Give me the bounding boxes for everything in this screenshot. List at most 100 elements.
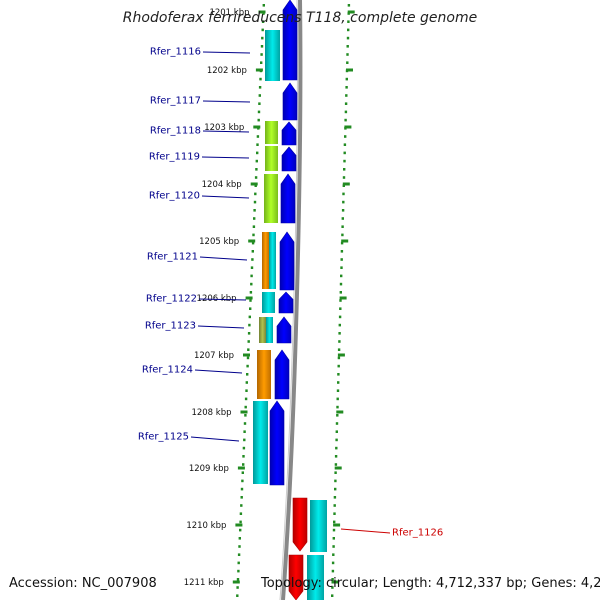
tick-dot (346, 53, 349, 56)
tick-dot (262, 4, 265, 7)
tick-dot (339, 291, 342, 294)
tick-dot (257, 118, 260, 122)
tick-dot (251, 250, 254, 253)
feature-bar (265, 121, 278, 144)
gene-leader-line (197, 325, 245, 329)
tick-dot (246, 364, 249, 368)
tick-dot (249, 307, 252, 310)
forward-cds-arrow (276, 316, 292, 344)
tick-dot (250, 274, 253, 278)
tick-dot (341, 233, 344, 237)
gene-label: Rfer_1120 (149, 191, 200, 202)
tick-mark (331, 580, 339, 584)
tick-dot (237, 553, 241, 556)
tick-dot (254, 192, 257, 196)
gene-label: Rfer_1122 (146, 294, 197, 305)
feature-bar (310, 500, 327, 552)
tick-dot (334, 455, 338, 458)
feature-bar (307, 555, 324, 600)
gene-leader-line (202, 130, 250, 133)
tick-dot (341, 209, 345, 212)
tick-dot (344, 102, 348, 105)
gene-leader-line (202, 51, 251, 54)
tick-dot (245, 389, 248, 392)
tick-dot (332, 553, 335, 556)
tick-dot (337, 356, 341, 360)
tick-mark (334, 466, 342, 470)
tick-dot (244, 414, 247, 417)
tick-dot (337, 373, 340, 376)
forward-cds-arrow (269, 400, 285, 486)
tick-dot (347, 4, 351, 7)
accession-label: Accession: NC_007908 (9, 576, 157, 591)
tick-dot (334, 479, 337, 483)
genome-backbone (281, 0, 303, 600)
tick-dot (339, 307, 342, 310)
gene-leader-line (198, 298, 247, 301)
gene-leader-line (190, 436, 240, 442)
tick-mark (253, 125, 261, 129)
tick-dot (240, 504, 243, 507)
tick-dot (337, 364, 340, 368)
forward-cds-arrow (282, 82, 298, 121)
gene-leader-line (201, 156, 250, 159)
tick-dot (346, 61, 349, 64)
tick-dot (239, 528, 242, 532)
tick-dot (333, 504, 336, 507)
tick-dot (251, 241, 255, 245)
tick-dot (334, 487, 337, 491)
tick-dot (347, 20, 350, 23)
feature-bar (266, 317, 273, 343)
tick-dot (236, 578, 240, 581)
tick-dot (248, 315, 251, 319)
tick-dot (336, 389, 340, 392)
gene-label: Rfer_1125 (138, 432, 189, 443)
tick-dot (335, 438, 338, 442)
gene-label: Rfer_1118 (150, 126, 201, 137)
tick-dot (260, 45, 264, 48)
tick-mark (255, 68, 263, 72)
tick-dot (342, 200, 345, 204)
feature-bar (269, 232, 276, 289)
tick-dot (237, 569, 240, 573)
tick-dot (238, 537, 241, 540)
gene-label: Rfer_1123 (145, 321, 196, 332)
tick-dot (246, 373, 249, 376)
gene-leader-line (199, 256, 248, 261)
tick-label: 1201 kbp (209, 8, 249, 18)
tick-dot (342, 192, 345, 196)
tick-mark (235, 523, 243, 527)
tick-dot (260, 53, 263, 56)
tick-dot (338, 340, 341, 343)
tick-dot (345, 77, 348, 81)
tick-dot (331, 594, 334, 597)
tick-label: 1202 kbp (207, 66, 247, 76)
tick-dot (345, 94, 348, 97)
tick-dot (336, 414, 339, 417)
gene-leader-line (202, 100, 251, 103)
tick-dot (240, 496, 243, 499)
tick-dot (244, 397, 248, 401)
tick-dot (248, 323, 251, 327)
tick-dot (254, 176, 258, 179)
tick-dot (335, 446, 338, 450)
tick-dot (257, 110, 261, 114)
tick-dot (346, 36, 350, 40)
tick-dot (239, 520, 242, 524)
tick-dot (242, 455, 245, 458)
tick-dot (251, 258, 254, 261)
tick-mark (337, 353, 345, 357)
gene-label: Rfer_1121 (147, 252, 198, 263)
tick-label: 1211 kbp (184, 578, 224, 588)
tick-dot (337, 348, 341, 351)
tick-dot (331, 578, 334, 581)
tick-dot (243, 422, 247, 425)
forward-cds-arrow (282, 0, 298, 81)
tick-label: 1207 kbp (194, 351, 234, 361)
tick-dot (245, 381, 248, 384)
tick-dot (332, 528, 336, 532)
tick-dot (333, 520, 336, 524)
tick-dot (340, 274, 343, 278)
reverse-cds-arrow (292, 497, 308, 552)
